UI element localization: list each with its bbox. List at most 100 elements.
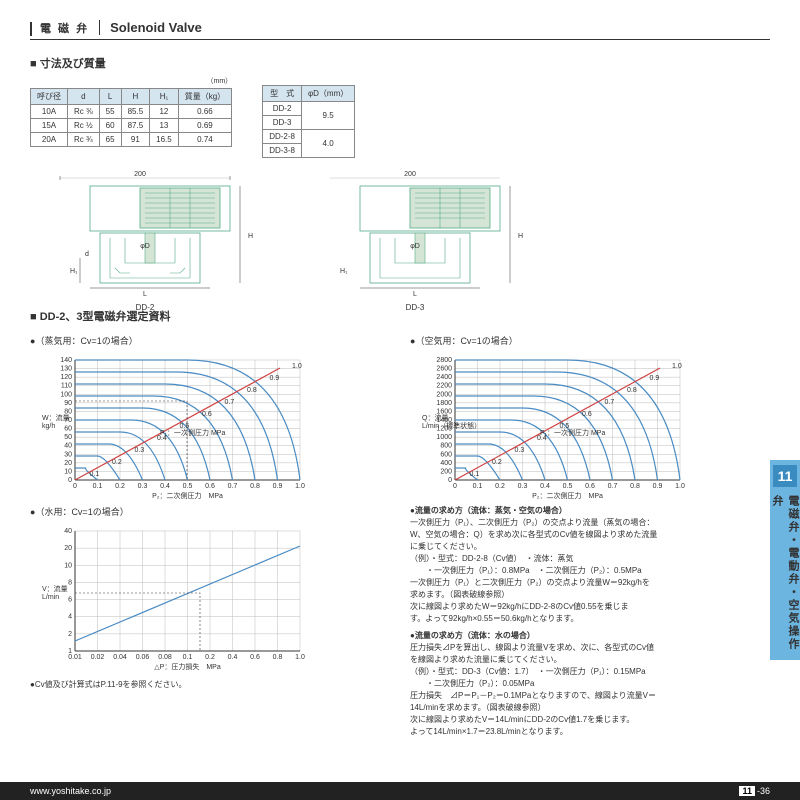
svg-text:130: 130	[60, 366, 72, 373]
svg-text:2800: 2800	[436, 357, 452, 364]
svg-text:0.7: 0.7	[225, 399, 235, 406]
svg-text:0.6: 0.6	[582, 411, 592, 418]
svg-text:0.9: 0.9	[270, 375, 280, 382]
svg-text:2600: 2600	[436, 366, 452, 373]
svg-text:H₁: H₁	[340, 268, 348, 275]
svg-text:0.2: 0.2	[205, 654, 215, 661]
svg-text:0.1: 0.1	[473, 483, 483, 490]
svg-text:0.6: 0.6	[205, 483, 215, 490]
svg-text:P₁：一次側圧力 MPa: P₁：一次側圧力 MPa	[160, 428, 225, 437]
svg-text:120: 120	[60, 374, 72, 381]
svg-text:φD: φD	[410, 243, 420, 250]
chart-air: 0200400600800100012001400160018002000220…	[410, 350, 690, 500]
diagram-label-2: DD-3	[300, 303, 530, 312]
diagram-dd2: 200 L H	[30, 168, 260, 298]
svg-text:800: 800	[440, 443, 452, 450]
diagram-dd3: 200 L H H₁ φD DD-3	[300, 168, 530, 298]
svg-text:200: 200	[440, 469, 452, 476]
page-header: 電 磁 弁 Solenoid Valve	[30, 20, 770, 40]
svg-text:8: 8	[68, 580, 72, 587]
cv-footnote: ●Cv値及び計算式はP.11-9を参照ください。	[30, 679, 390, 690]
svg-text:d: d	[85, 251, 89, 258]
svg-text:P₂：二次側圧力 MPa: P₂：二次側圧力 MPa	[152, 491, 223, 500]
dimensions-table: 呼び径dLHH₁質量（kg） 10ARc ⅜5585.5120.6615ARc …	[30, 88, 232, 147]
svg-text:0.2: 0.2	[492, 459, 502, 466]
svg-text:20: 20	[64, 460, 72, 467]
side-tab-text: 電磁弁・電動弁・空気操作弁	[769, 495, 800, 660]
svg-text:4: 4	[68, 614, 72, 621]
svg-text:200: 200	[404, 171, 416, 178]
svg-text:φD: φD	[140, 243, 150, 250]
svg-text:0.7: 0.7	[605, 399, 615, 406]
svg-text:0.1: 0.1	[470, 471, 480, 478]
svg-text:0.2: 0.2	[112, 459, 122, 466]
svg-text:140: 140	[60, 357, 72, 364]
svg-text:0.3: 0.3	[138, 483, 148, 490]
header-en: Solenoid Valve	[99, 20, 202, 35]
svg-text:V：流量L/min: V：流量L/min	[42, 584, 68, 601]
diagram-label-1: DD-2	[30, 303, 260, 312]
svg-text:P₁：一次側圧力 MPa: P₁：一次側圧力 MPa	[540, 428, 605, 437]
svg-text:0.3: 0.3	[135, 447, 145, 454]
svg-text:2200: 2200	[436, 383, 452, 390]
svg-text:0.02: 0.02	[91, 654, 105, 661]
svg-text:0: 0	[448, 477, 452, 484]
svg-text:10: 10	[64, 562, 72, 569]
side-tab: 11 電磁弁・電動弁・空気操作弁	[770, 460, 800, 660]
svg-text:40: 40	[64, 528, 72, 535]
svg-text:H: H	[518, 233, 523, 240]
side-tab-number: 11	[773, 465, 798, 487]
chart3-title: （水用：Cv=1の場合）	[30, 505, 390, 518]
svg-text:0.8: 0.8	[627, 387, 637, 394]
svg-text:0.5: 0.5	[180, 423, 190, 430]
svg-text:0.7: 0.7	[228, 483, 238, 490]
svg-text:0.5: 0.5	[563, 483, 573, 490]
svg-text:0.04: 0.04	[113, 654, 127, 661]
footer-url: www.yoshitake.co.jp	[30, 786, 111, 796]
svg-text:0.8: 0.8	[630, 483, 640, 490]
svg-text:L: L	[413, 291, 417, 298]
svg-text:△P：圧力損失 MPa: △P：圧力損失 MPa	[154, 662, 221, 671]
table1-unit: （mm）	[30, 76, 232, 86]
svg-text:L: L	[143, 291, 147, 298]
svg-text:2000: 2000	[436, 391, 452, 398]
svg-text:0.08: 0.08	[158, 654, 172, 661]
svg-text:0.8: 0.8	[273, 654, 283, 661]
svg-text:0.5: 0.5	[560, 423, 570, 430]
svg-text:0: 0	[73, 483, 77, 490]
svg-text:600: 600	[440, 451, 452, 458]
svg-text:0.1: 0.1	[183, 654, 193, 661]
header-jp: 電 磁 弁	[30, 20, 89, 36]
svg-text:400: 400	[440, 460, 452, 467]
svg-text:0.4: 0.4	[540, 483, 550, 490]
explanation-block: 流量の求め方（流体：蒸気・空気の場合） 一次側圧力（P₁）、二次側圧力（P₂）の…	[410, 505, 770, 738]
svg-text:0.6: 0.6	[250, 654, 260, 661]
svg-text:0.9: 0.9	[650, 375, 660, 382]
svg-text:200: 200	[134, 171, 146, 178]
svg-text:0.2: 0.2	[115, 483, 125, 490]
svg-text:20: 20	[64, 545, 72, 552]
svg-text:40: 40	[64, 443, 72, 450]
svg-text:0.8: 0.8	[250, 483, 260, 490]
chart2-title: （空気用：Cv=1の場合）	[410, 334, 770, 347]
svg-text:50: 50	[64, 434, 72, 441]
svg-text:0.4: 0.4	[160, 483, 170, 490]
svg-text:6: 6	[68, 597, 72, 604]
svg-text:1000: 1000	[436, 434, 452, 441]
section-dimensions-title: 寸法及び質量	[30, 55, 770, 71]
svg-text:P₂：二次側圧力 MPa: P₂：二次側圧力 MPa	[532, 491, 603, 500]
svg-text:0.6: 0.6	[585, 483, 595, 490]
svg-text:100: 100	[60, 391, 72, 398]
svg-text:1.0: 1.0	[295, 654, 305, 661]
svg-text:0.06: 0.06	[136, 654, 150, 661]
model-table: 型 式φD（mm） DD-29.5DD-3DD-2-84.0DD-3-8	[262, 85, 355, 158]
svg-text:2: 2	[68, 631, 72, 638]
svg-text:H₁: H₁	[70, 268, 78, 275]
svg-text:0: 0	[453, 483, 457, 490]
svg-text:1.0: 1.0	[675, 483, 685, 490]
svg-text:90: 90	[64, 400, 72, 407]
svg-text:0.3: 0.3	[518, 483, 528, 490]
svg-text:0.4: 0.4	[228, 654, 238, 661]
svg-text:2400: 2400	[436, 374, 452, 381]
svg-text:0.3: 0.3	[515, 447, 525, 454]
